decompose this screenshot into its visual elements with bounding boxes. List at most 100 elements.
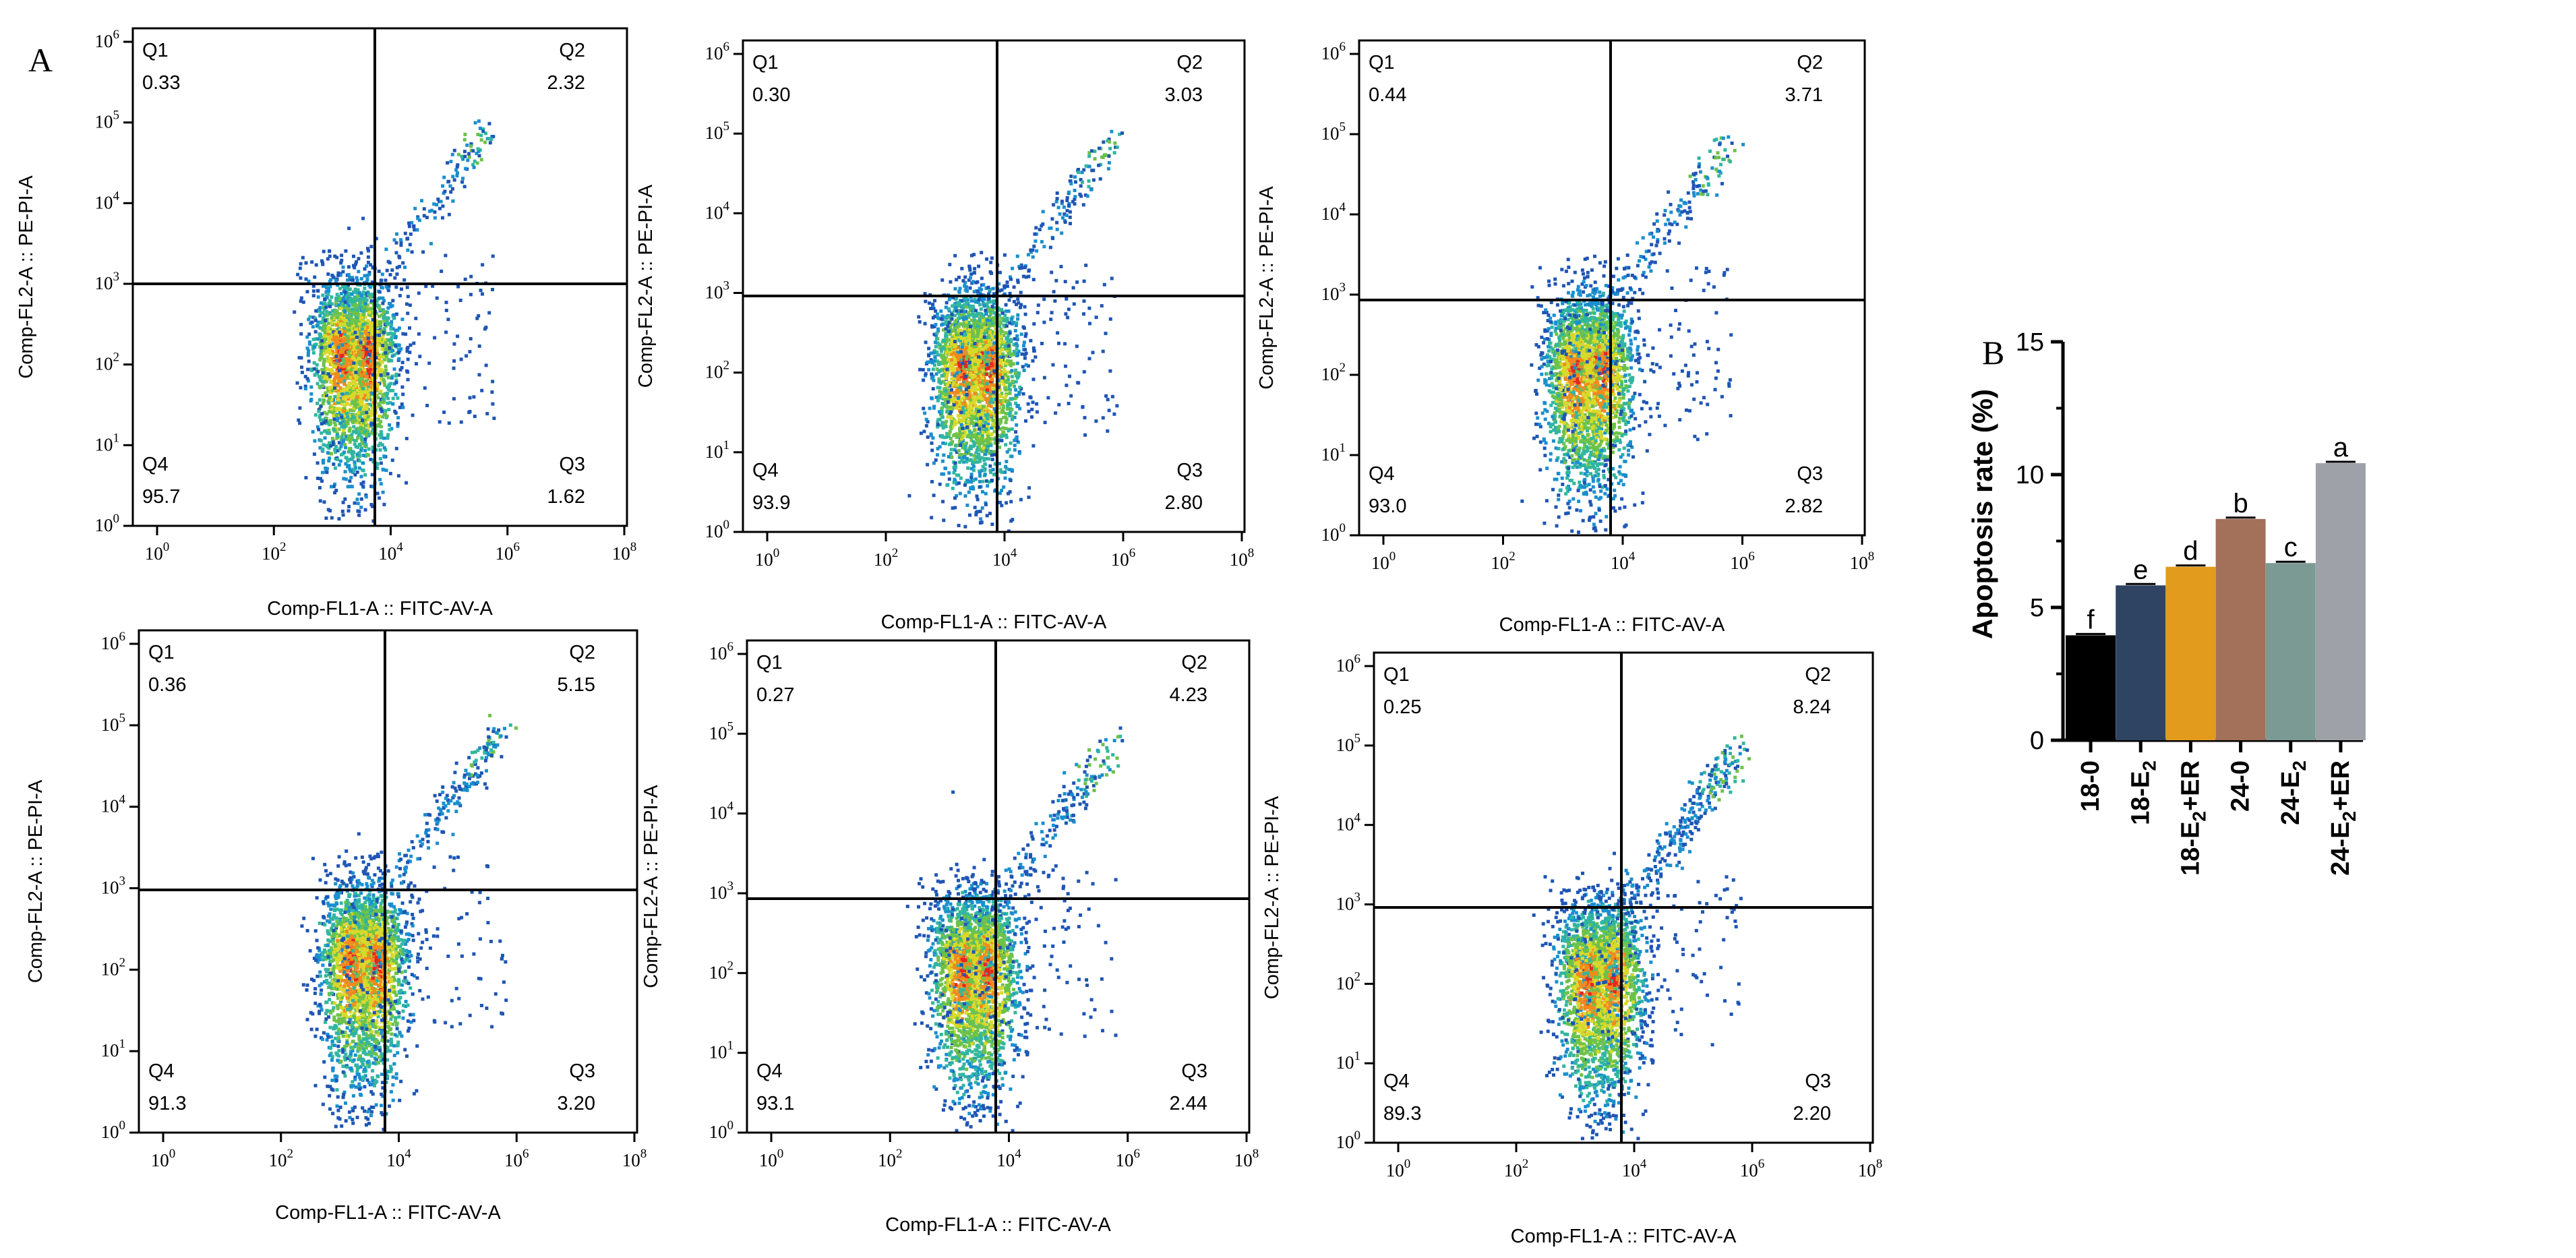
event-dot bbox=[414, 316, 418, 320]
event-dot bbox=[429, 241, 433, 245]
event-dot bbox=[1008, 468, 1012, 471]
event-dot bbox=[369, 503, 373, 506]
event-dot bbox=[984, 491, 988, 496]
event-dot bbox=[318, 499, 322, 503]
event-dot bbox=[316, 477, 320, 480]
event-dot bbox=[988, 307, 992, 311]
event-dot bbox=[970, 324, 974, 328]
event-dot bbox=[971, 280, 975, 284]
event-dot bbox=[351, 413, 355, 417]
event-dot bbox=[353, 501, 357, 505]
event-dot bbox=[362, 396, 366, 400]
event-dot bbox=[328, 332, 332, 336]
event-dot bbox=[1000, 402, 1004, 406]
event-dot bbox=[307, 318, 311, 322]
event-dot bbox=[383, 371, 387, 375]
event-dot bbox=[351, 338, 355, 342]
event-dot bbox=[979, 429, 983, 433]
event-dot bbox=[380, 370, 384, 374]
event-dot bbox=[429, 208, 433, 212]
event-dot bbox=[382, 502, 386, 506]
event-dot bbox=[386, 387, 390, 391]
event-dot bbox=[1016, 404, 1020, 408]
event-dot bbox=[969, 394, 973, 398]
event-dot bbox=[990, 394, 994, 398]
event-dot bbox=[392, 316, 396, 320]
event-dot bbox=[951, 384, 955, 388]
event-dot bbox=[318, 386, 322, 390]
event-dot bbox=[312, 361, 316, 365]
event-dot bbox=[469, 293, 473, 297]
event-dot bbox=[962, 309, 966, 313]
event-dot bbox=[963, 356, 967, 360]
event-dot bbox=[1007, 386, 1011, 390]
event-dot bbox=[955, 348, 959, 352]
event-dot bbox=[965, 456, 969, 460]
event-dot bbox=[957, 400, 961, 404]
event-dot bbox=[332, 485, 336, 489]
event-dot bbox=[328, 374, 332, 378]
event-dot bbox=[455, 165, 459, 169]
event-dot bbox=[365, 382, 369, 386]
event-dot bbox=[324, 305, 328, 309]
event-dot bbox=[998, 445, 1001, 449]
event-dot bbox=[343, 291, 347, 294]
event-dot bbox=[957, 371, 961, 375]
event-dot bbox=[469, 274, 473, 278]
event-dot bbox=[341, 513, 345, 517]
event-dot bbox=[969, 473, 974, 477]
event-dot bbox=[318, 398, 322, 402]
event-dot bbox=[1035, 402, 1039, 406]
event-dot bbox=[342, 379, 347, 383]
event-dot bbox=[380, 443, 384, 447]
event-dot bbox=[316, 369, 320, 373]
event-dot bbox=[320, 259, 324, 263]
event-dot bbox=[959, 382, 963, 386]
event-dot bbox=[477, 119, 481, 123]
event-dot bbox=[351, 455, 355, 459]
event-dot bbox=[989, 300, 993, 304]
event-dot bbox=[385, 414, 389, 418]
event-dot bbox=[324, 391, 328, 395]
event-dot bbox=[344, 549, 347, 552]
event-dot bbox=[349, 469, 353, 473]
event-dot bbox=[955, 351, 959, 355]
event-dot bbox=[433, 216, 437, 220]
event-dot bbox=[961, 304, 965, 308]
event-dot bbox=[1001, 355, 1005, 359]
event-dot bbox=[329, 380, 333, 384]
event-dot bbox=[340, 390, 345, 394]
event-dot bbox=[992, 306, 996, 310]
event-dot bbox=[361, 322, 365, 326]
event-dot bbox=[1005, 460, 1009, 464]
event-dot bbox=[350, 301, 354, 305]
event-dot bbox=[439, 200, 443, 204]
event-dot bbox=[930, 441, 934, 445]
event-dot bbox=[322, 313, 326, 317]
event-dot bbox=[423, 386, 427, 390]
event-dot bbox=[340, 509, 345, 513]
event-dot bbox=[386, 401, 390, 405]
event-dot bbox=[942, 394, 946, 398]
event-dot bbox=[349, 409, 353, 413]
event-dot bbox=[347, 376, 351, 380]
event-dot bbox=[337, 463, 341, 467]
event-dot bbox=[951, 366, 955, 370]
event-dot bbox=[442, 175, 446, 179]
event-dot bbox=[327, 289, 331, 293]
event-dot bbox=[978, 510, 982, 514]
event-dot bbox=[464, 167, 468, 171]
event-dot bbox=[380, 425, 384, 429]
event-dot bbox=[363, 368, 367, 372]
event-dot bbox=[471, 149, 475, 153]
event-dot bbox=[350, 433, 354, 437]
event-dot bbox=[941, 423, 945, 427]
event-dot bbox=[1007, 529, 1011, 532]
event-dot bbox=[335, 436, 339, 440]
event-dot bbox=[982, 413, 986, 417]
event-dot bbox=[349, 297, 353, 301]
event-dot bbox=[328, 312, 332, 316]
event-dot bbox=[341, 265, 345, 269]
event-dot bbox=[449, 160, 453, 164]
event-dot bbox=[325, 431, 329, 435]
